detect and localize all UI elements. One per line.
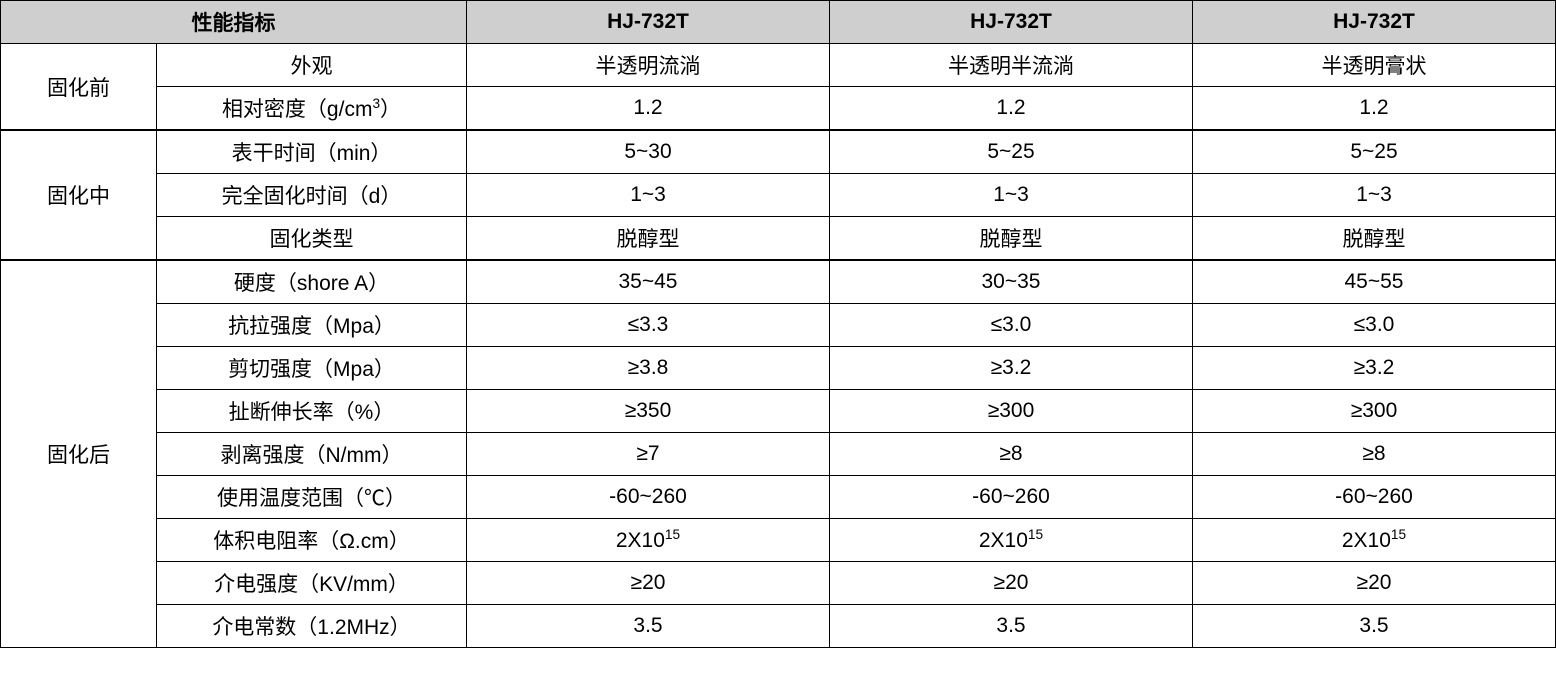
metric-value: ≥350 xyxy=(467,390,830,433)
metric-value: ≥3.2 xyxy=(1193,347,1556,390)
table-row: 扯断伸长率（%）≥350≥300≥300 xyxy=(1,390,1556,433)
metric-value: ≥20 xyxy=(1193,562,1556,605)
table-row: 完全固化时间（d）1~31~31~3 xyxy=(1,174,1556,217)
metric-value: 半透明流淌 xyxy=(467,44,830,87)
metric-value: -60~260 xyxy=(830,476,1193,519)
metric-value: 35~45 xyxy=(467,260,830,304)
metric-value: 5~25 xyxy=(1193,130,1556,174)
metric-value: 1~3 xyxy=(1193,174,1556,217)
metric-label: 抗拉强度（Mpa） xyxy=(157,304,467,347)
section-name: 固化中 xyxy=(1,130,157,260)
metric-label: 使用温度范围（℃） xyxy=(157,476,467,519)
metric-label: 外观 xyxy=(157,44,467,87)
metric-value: ≥3.8 xyxy=(467,347,830,390)
metric-value: ≥20 xyxy=(830,562,1193,605)
metric-label: 表干时间（min） xyxy=(157,130,467,174)
metric-value: -60~260 xyxy=(1193,476,1556,519)
metric-value: 1.2 xyxy=(467,87,830,131)
metric-value: ≤3.0 xyxy=(830,304,1193,347)
metric-label: 固化类型 xyxy=(157,217,467,261)
table-row: 剪切强度（Mpa）≥3.8≥3.2≥3.2 xyxy=(1,347,1556,390)
metric-value: 2X1015 xyxy=(467,519,830,562)
metric-label: 剪切强度（Mpa） xyxy=(157,347,467,390)
table-body: 固化前外观半透明流淌半透明半流淌半透明膏状相对密度（g/cm3）1.21.21.… xyxy=(1,44,1556,648)
table-row: 相对密度（g/cm3）1.21.21.2 xyxy=(1,87,1556,131)
metric-value: ≥20 xyxy=(467,562,830,605)
metric-value: ≥8 xyxy=(830,433,1193,476)
table-row: 固化后硬度（shore A）35~4530~3545~55 xyxy=(1,260,1556,304)
metric-value: 脱醇型 xyxy=(1193,217,1556,261)
metric-value: 5~25 xyxy=(830,130,1193,174)
metric-value: 脱醇型 xyxy=(467,217,830,261)
header-metric: 性能指标 xyxy=(1,1,467,44)
metric-value: 脱醇型 xyxy=(830,217,1193,261)
metric-value: 45~55 xyxy=(1193,260,1556,304)
table-row: 介电常数（1.2MHz）3.53.53.5 xyxy=(1,605,1556,648)
metric-value: 3.5 xyxy=(1193,605,1556,648)
metric-value: ≥3.2 xyxy=(830,347,1193,390)
metric-label: 扯断伸长率（%） xyxy=(157,390,467,433)
table-row: 固化中表干时间（min）5~305~255~25 xyxy=(1,130,1556,174)
metric-label: 相对密度（g/cm3） xyxy=(157,87,467,131)
table-row: 使用温度范围（℃）-60~260-60~260-60~260 xyxy=(1,476,1556,519)
metric-value: 2X1015 xyxy=(830,519,1193,562)
metric-value: 5~30 xyxy=(467,130,830,174)
table-row: 体积电阻率（Ω.cm）2X10152X10152X1015 xyxy=(1,519,1556,562)
metric-value: ≥300 xyxy=(1193,390,1556,433)
table-row: 固化类型脱醇型脱醇型脱醇型 xyxy=(1,217,1556,261)
metric-value: -60~260 xyxy=(467,476,830,519)
metric-value: 2X1015 xyxy=(1193,519,1556,562)
table-row: 介电强度（KV/mm）≥20≥20≥20 xyxy=(1,562,1556,605)
metric-label: 介电强度（KV/mm） xyxy=(157,562,467,605)
metric-value: 半透明半流淌 xyxy=(830,44,1193,87)
section-name: 固化后 xyxy=(1,260,157,648)
metric-value: 1.2 xyxy=(830,87,1193,131)
metric-label: 剥离强度（N/mm） xyxy=(157,433,467,476)
metric-value: ≤3.0 xyxy=(1193,304,1556,347)
metric-label: 介电常数（1.2MHz） xyxy=(157,605,467,648)
metric-value: 1.2 xyxy=(1193,87,1556,131)
metric-value: 半透明膏状 xyxy=(1193,44,1556,87)
spec-table: 性能指标 HJ-732T HJ-732T HJ-732T 固化前外观半透明流淌半… xyxy=(0,0,1556,648)
section-name: 固化前 xyxy=(1,44,157,131)
header-col3: HJ-732T xyxy=(1193,1,1556,44)
header-col1: HJ-732T xyxy=(467,1,830,44)
metric-value: 3.5 xyxy=(467,605,830,648)
metric-value: 30~35 xyxy=(830,260,1193,304)
header-row: 性能指标 HJ-732T HJ-732T HJ-732T xyxy=(1,1,1556,44)
header-col2: HJ-732T xyxy=(830,1,1193,44)
metric-value: 3.5 xyxy=(830,605,1193,648)
metric-label: 体积电阻率（Ω.cm） xyxy=(157,519,467,562)
table-row: 抗拉强度（Mpa）≤3.3≤3.0≤3.0 xyxy=(1,304,1556,347)
metric-label: 完全固化时间（d） xyxy=(157,174,467,217)
metric-value: ≥8 xyxy=(1193,433,1556,476)
metric-value: 1~3 xyxy=(467,174,830,217)
table-row: 剥离强度（N/mm）≥7≥8≥8 xyxy=(1,433,1556,476)
metric-value: 1~3 xyxy=(830,174,1193,217)
metric-value: ≥7 xyxy=(467,433,830,476)
metric-value: ≥300 xyxy=(830,390,1193,433)
metric-label: 硬度（shore A） xyxy=(157,260,467,304)
metric-value: ≤3.3 xyxy=(467,304,830,347)
table-row: 固化前外观半透明流淌半透明半流淌半透明膏状 xyxy=(1,44,1556,87)
